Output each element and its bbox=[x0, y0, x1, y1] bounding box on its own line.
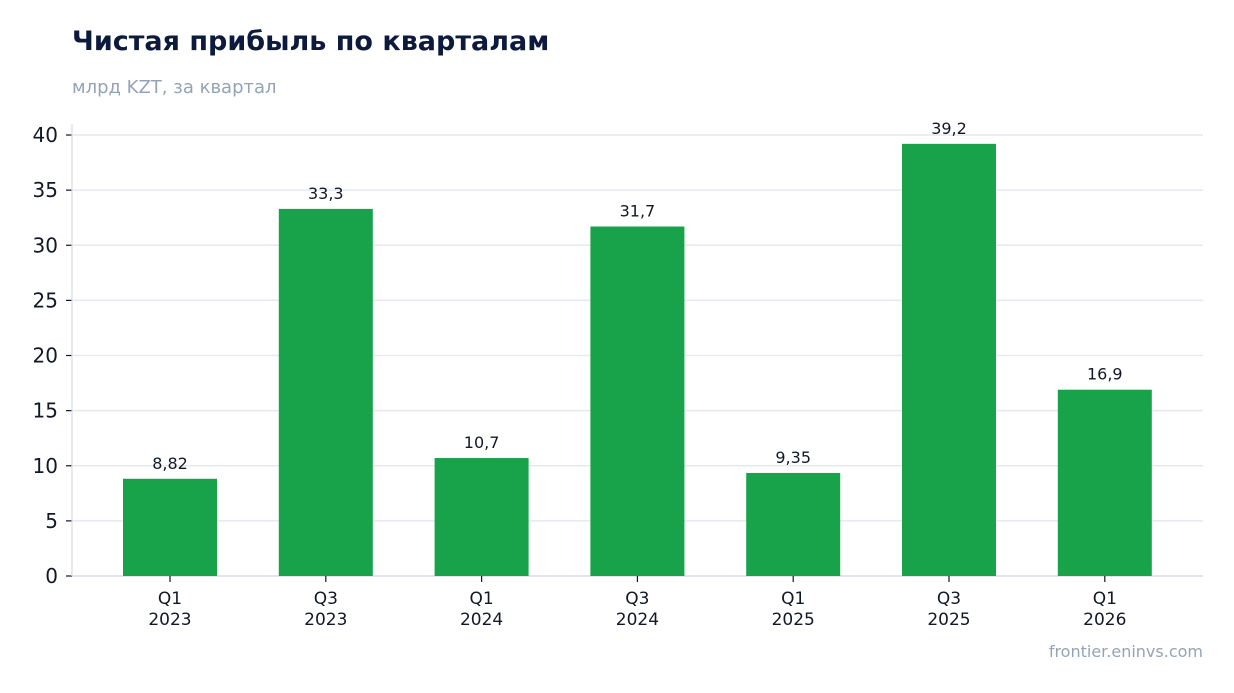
y-tick-label: 30 bbox=[33, 233, 58, 257]
x-tick-label: Q1 2023 bbox=[148, 589, 191, 630]
chart-title: Чистая прибыль по кварталам bbox=[72, 26, 550, 57]
y-tick-label: 40 bbox=[33, 123, 58, 147]
x-tick-label: Q3 2025 bbox=[927, 589, 970, 630]
bar bbox=[278, 208, 373, 576]
bar bbox=[123, 478, 217, 576]
data-label: 9,35 bbox=[775, 448, 811, 467]
y-axis: 0 5 10 15 20 25 30 35 40 bbox=[33, 123, 73, 588]
chart-subtitle: млрд KZT, за квартал bbox=[72, 77, 277, 98]
y-tick-label: 20 bbox=[33, 344, 58, 368]
bar bbox=[434, 458, 529, 576]
data-label: 8,82 bbox=[152, 454, 188, 473]
x-tick-label: Q3 2023 bbox=[304, 589, 347, 630]
bar bbox=[1057, 389, 1152, 576]
data-label: 16,9 bbox=[1087, 365, 1123, 384]
y-tick-label: 10 bbox=[33, 454, 58, 478]
data-label: 33,3 bbox=[308, 184, 344, 203]
x-tick-label: Q3 2024 bbox=[616, 589, 659, 630]
bar bbox=[746, 472, 841, 576]
data-label: 39,2 bbox=[931, 119, 967, 138]
x-tick-label: Q1 2026 bbox=[1083, 589, 1126, 630]
data-label: 10,7 bbox=[464, 433, 500, 452]
category-labels: Q1 2023 Q3 2023 Q1 2024 Q3 2024 Q1 2025 Q3 2025 Q1 20… bbox=[148, 589, 1126, 630]
source-link: frontier.eninvs.com bbox=[1048, 642, 1203, 661]
y-tick-label: 25 bbox=[33, 288, 58, 312]
y-tick-label: 35 bbox=[33, 178, 58, 202]
y-tick-label: 5 bbox=[45, 509, 58, 533]
bar bbox=[590, 226, 685, 576]
x-tick-label: Q1 2024 bbox=[460, 589, 503, 630]
data-labels: 8,82 33,3 10,7 31,7 9,35 39,2 16,9 bbox=[152, 119, 1122, 473]
data-label: 31,7 bbox=[620, 202, 656, 221]
y-tick-label: 15 bbox=[33, 399, 58, 423]
x-tick-label: Q1 2025 bbox=[772, 589, 815, 630]
bars bbox=[123, 143, 1152, 576]
x-axis bbox=[72, 575, 1203, 582]
bar bbox=[902, 143, 996, 576]
y-tick-label: 0 bbox=[45, 564, 58, 588]
